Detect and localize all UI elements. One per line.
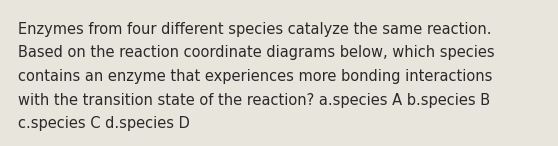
Text: Based on the reaction coordinate diagrams below, which species: Based on the reaction coordinate diagram… <box>18 46 494 60</box>
Text: c.species C d.species D: c.species C d.species D <box>18 116 190 131</box>
Text: with the transition state of the reaction? a.species A b.species B: with the transition state of the reactio… <box>18 93 490 107</box>
Text: Enzymes from four different species catalyze the same reaction.: Enzymes from four different species cata… <box>18 22 492 37</box>
Text: contains an enzyme that experiences more bonding interactions: contains an enzyme that experiences more… <box>18 69 492 84</box>
